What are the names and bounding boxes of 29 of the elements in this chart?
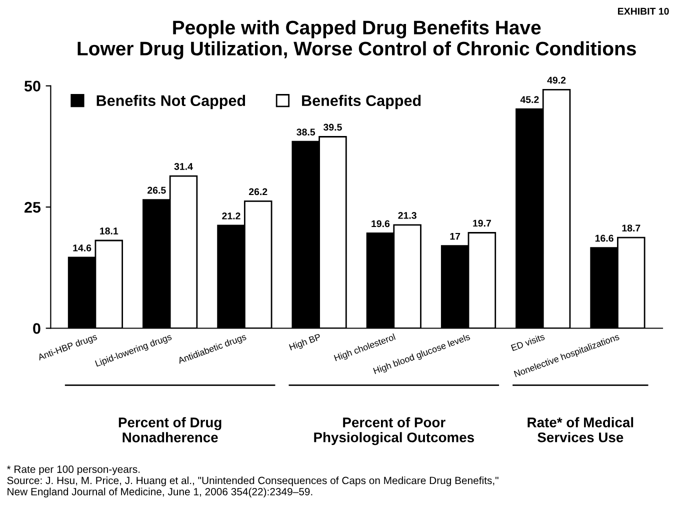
legend-label: Benefits Not Capped	[96, 94, 246, 110]
legend-label: Benefits Capped	[302, 94, 421, 110]
data-label: 21.2	[222, 212, 240, 220]
data-label: 26.5	[148, 186, 166, 194]
data-label: 17	[450, 232, 460, 240]
data-label: 38.5	[296, 128, 316, 136]
y-tick-label: 25	[24, 202, 41, 213]
data-label: 49.2	[547, 76, 566, 84]
text: * Rate per 100 person-years. Source: J. Hsu, M. Price, J. Huang et al., "Unintended Consequences of Caps on Medicare Drug Benefits," New England Journal of Medicine, June 1, 2006 354(22):2349–59.	[6, 466, 498, 498]
data-label: 18.7	[622, 224, 640, 232]
chart-title: People with Capped Drug Benefits Have Lower Drug Utilization, Worse Control of Chronic Conditions	[78, 20, 636, 60]
y-tick-label: 0	[33, 323, 40, 334]
text: Rate* of Medical Services Use	[528, 417, 634, 442]
data-label: 21.3	[398, 212, 416, 219]
x-tick-label: ED visits	[510, 333, 546, 352]
text: Percent of Poor Physiological Outcomes	[314, 417, 474, 446]
data-label: 26.2	[248, 188, 268, 196]
data-label: 31.4	[174, 163, 193, 170]
data-label: 19.7	[473, 220, 491, 227]
text: EXHIBIT 10	[618, 8, 669, 15]
data-label: 39.5	[323, 124, 342, 131]
data-label: 19.6	[372, 220, 390, 228]
data-label: 14.6	[73, 244, 92, 252]
data-label: 18.1	[100, 228, 118, 234]
y-tick-label: 50	[24, 80, 40, 92]
data-label: 45.2	[520, 96, 539, 104]
text: Percent of Drug Nonadherence	[118, 417, 222, 442]
x-tick-label: High BP	[288, 333, 322, 352]
data-label: 16.6	[595, 234, 614, 242]
